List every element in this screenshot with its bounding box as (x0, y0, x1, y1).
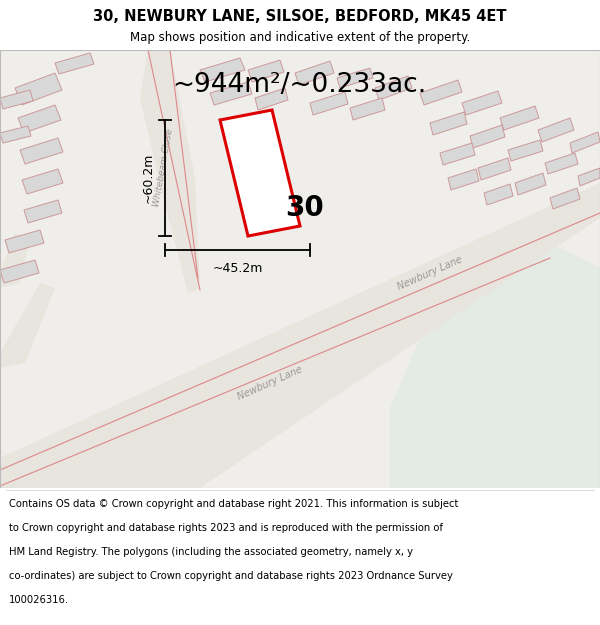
Polygon shape (55, 53, 94, 74)
Polygon shape (515, 173, 546, 195)
Polygon shape (484, 184, 513, 205)
Polygon shape (508, 140, 543, 161)
Polygon shape (500, 106, 539, 130)
Polygon shape (350, 98, 385, 120)
Polygon shape (0, 183, 600, 488)
Text: HM Land Registry. The polygons (including the associated geometry, namely x, y: HM Land Registry. The polygons (includin… (9, 547, 413, 557)
Polygon shape (0, 260, 39, 283)
Polygon shape (478, 158, 511, 180)
Polygon shape (430, 112, 467, 135)
Polygon shape (462, 91, 502, 115)
Text: 30: 30 (286, 194, 325, 222)
Polygon shape (470, 125, 505, 148)
Polygon shape (140, 50, 200, 293)
Polygon shape (420, 80, 462, 105)
Polygon shape (545, 153, 578, 174)
Text: Map shows position and indicative extent of the property.: Map shows position and indicative extent… (130, 31, 470, 44)
Polygon shape (5, 230, 44, 253)
Polygon shape (310, 92, 348, 115)
Text: Contains OS data © Crown copyright and database right 2021. This information is : Contains OS data © Crown copyright and d… (9, 499, 458, 509)
Polygon shape (570, 132, 600, 153)
Polygon shape (390, 238, 600, 488)
Polygon shape (295, 61, 334, 85)
Text: to Crown copyright and database rights 2023 and is reproduced with the permissio: to Crown copyright and database rights 2… (9, 523, 443, 533)
Text: 30, NEWBURY LANE, SILSOE, BEDFORD, MK45 4ET: 30, NEWBURY LANE, SILSOE, BEDFORD, MK45 … (93, 9, 507, 24)
Text: ~60.2m: ~60.2m (142, 152, 155, 203)
Polygon shape (255, 88, 288, 110)
Text: Newbury Lane: Newbury Lane (236, 364, 304, 402)
Text: ~45.2m: ~45.2m (212, 262, 263, 275)
Polygon shape (550, 188, 580, 209)
Polygon shape (20, 138, 63, 164)
Polygon shape (337, 68, 373, 88)
Polygon shape (210, 82, 252, 105)
Polygon shape (15, 73, 62, 105)
Polygon shape (248, 60, 284, 82)
Text: Whitebeam Close: Whitebeam Close (152, 128, 174, 208)
Polygon shape (0, 50, 600, 488)
Polygon shape (24, 200, 62, 223)
Polygon shape (200, 58, 245, 82)
Polygon shape (0, 233, 30, 288)
Polygon shape (578, 168, 600, 186)
Polygon shape (220, 110, 300, 236)
Polygon shape (448, 169, 479, 190)
Polygon shape (0, 90, 33, 109)
Text: co-ordinates) are subject to Crown copyright and database rights 2023 Ordnance S: co-ordinates) are subject to Crown copyr… (9, 571, 453, 581)
Polygon shape (18, 105, 61, 133)
Polygon shape (375, 76, 412, 100)
Polygon shape (0, 283, 55, 368)
Polygon shape (538, 118, 574, 142)
Text: Newbury Lane: Newbury Lane (396, 254, 464, 292)
Polygon shape (0, 126, 31, 143)
Text: 100026316.: 100026316. (9, 595, 69, 605)
Polygon shape (22, 169, 63, 194)
Polygon shape (440, 143, 475, 165)
Text: ~944m²/~0.233ac.: ~944m²/~0.233ac. (172, 72, 426, 98)
